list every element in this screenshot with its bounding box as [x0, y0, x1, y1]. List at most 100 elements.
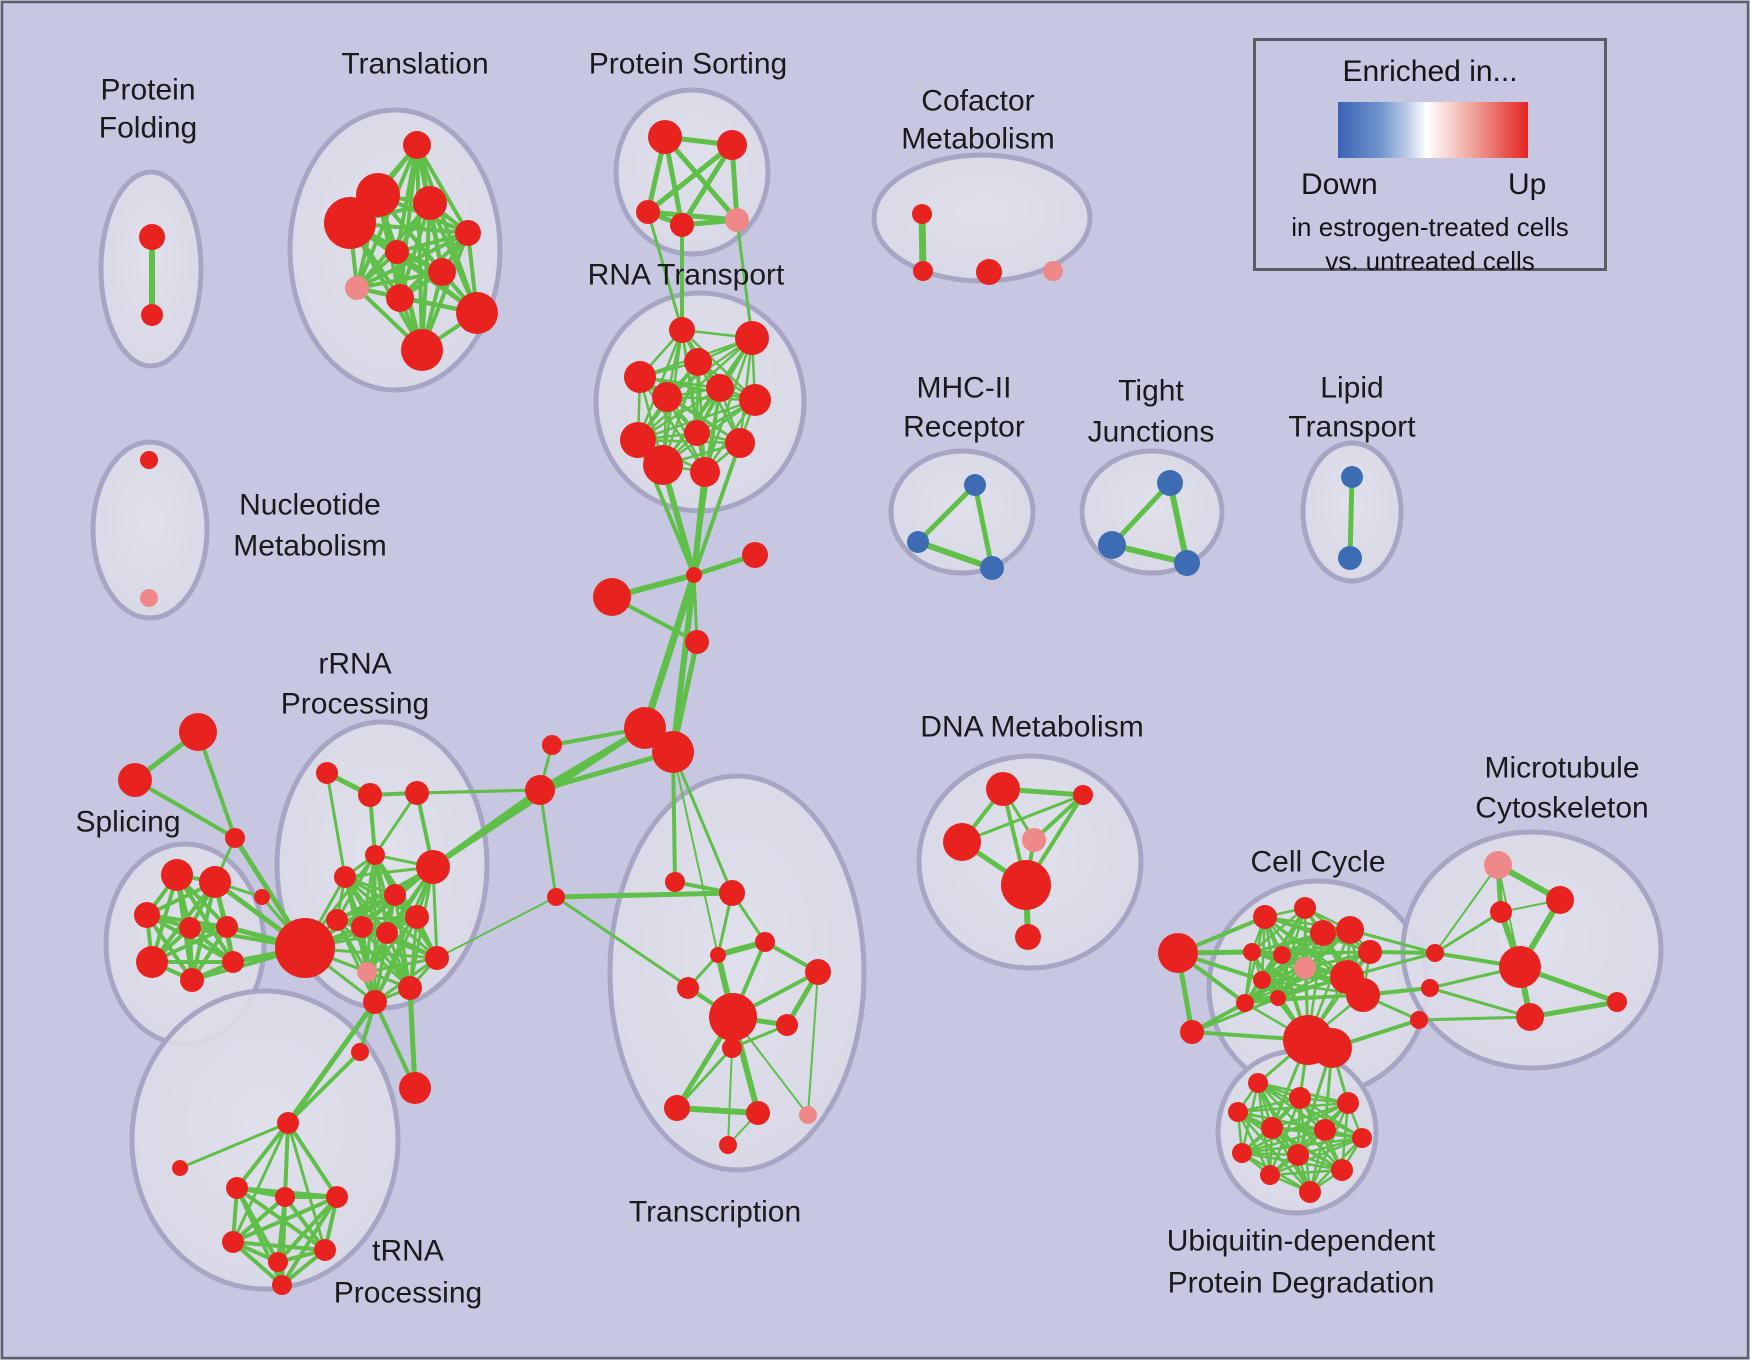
gene-set-node-N6 — [652, 382, 682, 412]
edge-X2-MT5 — [1428, 986, 1532, 1019]
gene-set-node-N3 — [624, 361, 656, 393]
gene-set-node-CC11 — [1253, 971, 1271, 989]
gene-set-node-X3 — [1410, 1011, 1428, 1029]
cluster-label-nucleotide-metabolism-line2: Metabolism — [233, 530, 386, 563]
gene-set-node-CCB2 — [1312, 1028, 1352, 1068]
gene-set-node-S3 — [134, 902, 160, 928]
gene-set-node-TR5 — [455, 220, 481, 246]
edge-X1-CC4 — [1348, 928, 1437, 955]
cluster-label-rrna-processing-line1: rRNA — [318, 648, 391, 681]
edge-X1-MT1 — [1434, 864, 1499, 954]
edge-U7-U9 — [1296, 1136, 1364, 1157]
gene-set-node-R15 — [398, 976, 422, 1000]
gene-set-node-U8 — [1232, 1143, 1252, 1163]
gene-set-node-HA — [624, 707, 666, 749]
cluster-labels-layer: Protein Folding Translation Protein Sorting… — [75, 48, 1648, 1310]
gene-set-node-N1 — [669, 317, 695, 343]
gene-set-node-T1 — [665, 872, 685, 892]
gene-set-node-S1 — [161, 859, 193, 891]
gene-set-node-R13 — [357, 962, 377, 982]
gene-set-node-T9 — [722, 1038, 742, 1058]
gene-set-node-P1 — [648, 120, 682, 154]
gene-set-node-CC2 — [1294, 897, 1316, 919]
gene-set-node-NU1 — [140, 451, 158, 469]
gene-set-node-P2 — [717, 130, 747, 160]
gene-set-node-T11 — [746, 1101, 770, 1125]
edge-B1-B2 — [538, 788, 558, 899]
edge-R15-R17 — [407, 985, 418, 1091]
edge-TR1-TR5 — [415, 143, 470, 235]
gene-set-node-S7 — [180, 968, 204, 992]
edge-R1-R6 — [325, 771, 347, 879]
gene-set-node-R12 — [275, 918, 335, 978]
edge-R3-B1 — [415, 788, 542, 795]
gene-set-node-P4 — [670, 213, 694, 237]
gene-set-node-C3 — [976, 259, 1002, 285]
gene-set-node-TR10 — [456, 292, 498, 334]
edge-U4-U12 — [1236, 1110, 1312, 1194]
edge-R3-R4 — [373, 791, 419, 857]
cluster-ellipse-nucleotide-metabolism — [90, 439, 210, 621]
gene-set-node-U2 — [1289, 1087, 1311, 1109]
edge-TJ1-TJ2 — [1109, 480, 1173, 548]
gene-set-node-H5 — [314, 1239, 336, 1261]
gene-set-node-CC13 — [1270, 990, 1286, 1006]
gene-set-node-N4 — [684, 348, 712, 376]
gene-set-node-B2 — [547, 888, 565, 906]
gene-set-node-A3 — [225, 828, 245, 848]
cluster-label-translation-line1: Translation — [341, 48, 488, 81]
gene-set-node-U10 — [1331, 1159, 1353, 1181]
gene-set-node-N2 — [735, 321, 769, 355]
cluster-label-mhc-ii-receptor-line1: MHC-II — [917, 372, 1012, 405]
gene-set-node-X2 — [1421, 979, 1439, 997]
gene-set-node-MT5 — [1516, 1003, 1544, 1031]
cluster-label-rna-transport-line1: RNA Transport — [588, 259, 785, 292]
gene-set-node-D1 — [986, 772, 1020, 806]
edge-B2-R14 — [436, 896, 557, 959]
gene-set-node-NU2 — [140, 589, 158, 607]
gene-set-node-H1 — [226, 1177, 248, 1199]
cluster-label-nucleotide-metabolism-line1: Nucleotide — [239, 489, 381, 522]
gene-set-node-B1 — [525, 775, 555, 805]
legend-title: Enriched in... — [1342, 55, 1518, 88]
gene-set-node-M1 — [964, 474, 986, 496]
edge-N7-N8 — [636, 398, 757, 442]
gene-set-node-T12 — [799, 1106, 817, 1124]
gene-set-node-N10 — [725, 428, 755, 458]
gene-set-node-TR11 — [401, 329, 443, 371]
cluster-label-trna-processing-line2: Processing — [334, 1277, 482, 1310]
gene-set-node-N11 — [643, 445, 683, 485]
gene-set-node-CCL — [1158, 933, 1198, 973]
edge-K1-H4 — [231, 1121, 290, 1244]
gene-set-node-H6 — [268, 1252, 288, 1272]
edge-TJ1-TJ3 — [1167, 480, 1190, 566]
edge-M1-M3 — [972, 482, 995, 571]
gene-set-node-M2 — [907, 531, 929, 553]
edge-HB-T4 — [672, 751, 719, 956]
gene-set-node-CC12 — [1236, 994, 1254, 1012]
gene-set-node-MT1 — [1484, 851, 1512, 879]
gene-set-node-R17 — [399, 1072, 431, 1104]
gene-set-node-R18 — [351, 1043, 369, 1061]
cluster-label-rrna-processing-line2: Processing — [281, 688, 429, 721]
cluster-label-trna-processing-line1: tRNA — [372, 1235, 444, 1268]
gene-set-node-C4 — [1043, 261, 1063, 281]
edge-P2-P4 — [679, 142, 735, 228]
edge-T9-T13 — [727, 1047, 733, 1146]
gene-set-node-S5 — [216, 916, 238, 938]
edge-K1-H5 — [286, 1121, 327, 1252]
edge-M1-M2 — [915, 482, 978, 545]
gene-set-node-N5 — [706, 374, 734, 402]
gene-set-node-R10 — [351, 916, 373, 938]
gene-set-node-T6 — [677, 977, 699, 999]
cluster-label-ubiquitin-line2: Protein Degradation — [1168, 1267, 1435, 1300]
edge-N1-N7 — [680, 328, 757, 402]
legend-up-label: Up — [1508, 168, 1547, 201]
edge-H3-H4 — [231, 1195, 339, 1244]
gene-set-node-C2 — [913, 261, 933, 281]
nodes-layer — [118, 120, 1627, 1295]
gene-set-node-MT2 — [1546, 886, 1574, 914]
edge-I1-K1 — [178, 1121, 290, 1170]
gene-set-node-X1 — [1426, 944, 1444, 962]
edge-X3-MT5 — [1417, 1015, 1532, 1022]
